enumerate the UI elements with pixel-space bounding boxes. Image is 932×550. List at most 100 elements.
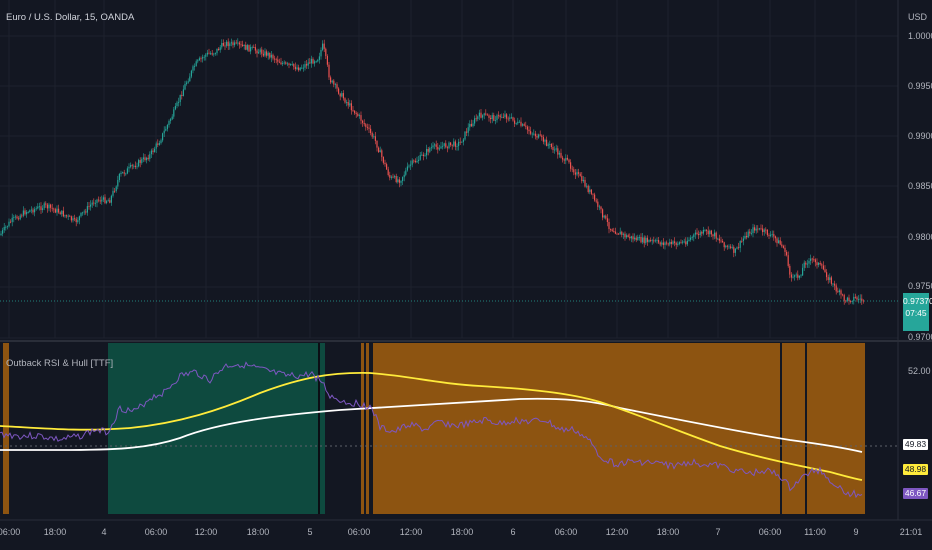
candle-body <box>747 231 749 238</box>
candle-body <box>630 236 632 239</box>
candle-body <box>576 172 578 175</box>
candle-body <box>35 208 37 210</box>
candle-body <box>222 43 224 46</box>
candle-body <box>502 116 504 118</box>
candle-body <box>3 227 5 231</box>
candle-body <box>493 115 495 121</box>
candle-body <box>182 89 184 96</box>
candle-body <box>214 53 216 54</box>
candle-body <box>357 113 359 116</box>
candle-body <box>229 43 231 46</box>
candle-body <box>824 269 826 273</box>
candle-body <box>592 193 594 195</box>
candle-body <box>510 117 512 119</box>
candle-body <box>645 237 647 244</box>
candle-body <box>672 241 674 244</box>
candle-body <box>384 162 386 165</box>
candle-body <box>418 159 420 161</box>
x-axis-label: 7 <box>715 527 721 537</box>
candle-body <box>331 80 333 83</box>
candle-body <box>797 274 799 278</box>
candle-body <box>734 248 736 253</box>
candle-body <box>56 208 58 213</box>
candle-body <box>550 144 552 147</box>
candle-body <box>320 50 322 57</box>
candle-body <box>742 238 744 241</box>
candle-body <box>264 51 266 56</box>
candle-body <box>549 144 551 145</box>
candle-body <box>114 190 116 192</box>
candle-body <box>733 247 735 253</box>
candle-body <box>338 88 340 94</box>
candle-body <box>435 144 437 147</box>
candle-body <box>328 64 330 78</box>
candle-body <box>754 227 756 231</box>
candle-body <box>486 114 488 116</box>
candle-body <box>470 123 472 127</box>
candle-body <box>627 235 629 237</box>
candle-body <box>34 209 36 213</box>
candle-body <box>139 160 141 163</box>
candle-body <box>301 67 303 69</box>
indicator-title[interactable]: Outback RSI & Hull [TTF] <box>6 358 114 369</box>
candle-body <box>336 84 338 89</box>
candle-body <box>142 157 144 160</box>
candle-body <box>509 117 511 119</box>
candle-body <box>477 116 479 120</box>
candle-body <box>464 131 466 140</box>
candle-body <box>467 127 469 133</box>
candle-body <box>629 236 631 239</box>
candle-body <box>642 237 644 243</box>
symbol-title[interactable]: Euro / U.S. Dollar, 15, OANDA <box>6 12 135 23</box>
candle-body <box>485 113 487 115</box>
candle-body <box>634 237 636 240</box>
candle-body <box>118 174 120 180</box>
candle-body <box>293 64 295 67</box>
indicator-zone <box>3 343 9 514</box>
candle-body <box>701 232 703 234</box>
candle-body <box>635 237 637 241</box>
candle-body <box>245 44 247 50</box>
candle-body <box>168 120 170 125</box>
candle-body <box>405 170 407 175</box>
candle-body <box>366 126 368 128</box>
candle-body <box>478 112 480 117</box>
candle-body <box>206 52 208 55</box>
candle-body <box>309 62 311 64</box>
candle-body <box>790 274 792 278</box>
candle-body <box>171 116 173 120</box>
candle-body <box>24 210 26 215</box>
candle-body <box>688 239 690 241</box>
candle-body <box>517 121 519 124</box>
candle-body <box>32 209 34 213</box>
candle-body <box>27 212 29 213</box>
candle-body <box>96 199 98 203</box>
candle-body <box>14 216 16 218</box>
indicator-y-tick-label: 52.00 <box>908 366 931 376</box>
y-tick-label: 0.97000 <box>908 332 932 342</box>
candle-body <box>166 125 168 130</box>
indicator-zone <box>782 343 805 514</box>
candle-body <box>667 243 669 245</box>
candle-body <box>133 165 135 167</box>
candle-body <box>318 56 320 60</box>
candle-body <box>227 41 229 47</box>
candle-body <box>718 238 720 241</box>
candle-body <box>387 169 389 175</box>
candle-body <box>755 228 757 231</box>
candle-body <box>312 58 314 64</box>
candle-body <box>445 143 447 148</box>
candle-body <box>690 237 692 240</box>
x-axis-label: 12:00 <box>399 527 423 537</box>
candle-body <box>766 229 768 236</box>
candle-body <box>101 199 103 202</box>
candle-body <box>70 216 72 221</box>
candle-body <box>698 234 700 236</box>
candle-body <box>179 95 181 102</box>
candle-body <box>75 218 77 223</box>
candle-body <box>568 159 570 163</box>
candle-body <box>358 115 360 116</box>
x-axis-label: 06:00 <box>144 527 168 537</box>
candle-body <box>104 197 106 203</box>
